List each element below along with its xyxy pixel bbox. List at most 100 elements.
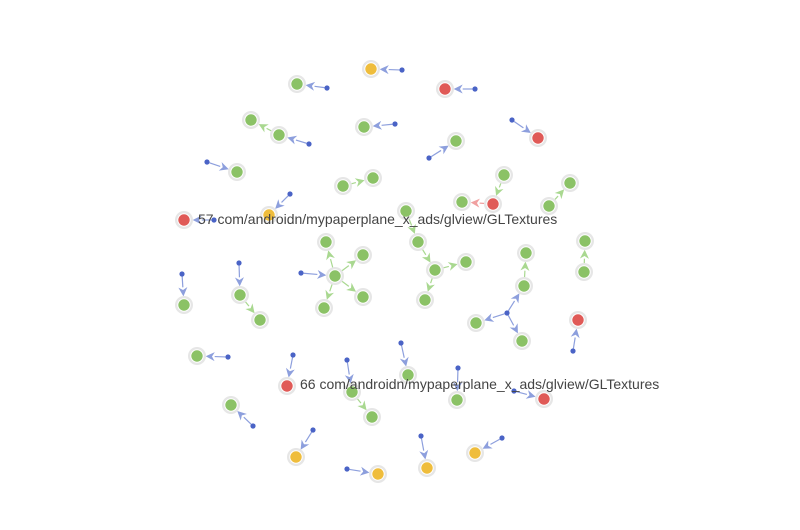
graph-node-small[interactable] [504,310,510,316]
node-dot [225,354,231,360]
graph-node-small[interactable] [399,67,405,73]
graph-node-green[interactable] [447,132,465,150]
graph-node-green[interactable] [188,347,206,365]
graph-node-small[interactable] [398,340,404,346]
node-dot [542,199,556,213]
edge-a44s-a44 [453,370,463,392]
graph-node-small[interactable] [509,117,515,123]
graph-node-green[interactable] [175,296,193,314]
graph-node-small[interactable] [306,141,312,147]
graph-node-small[interactable] [344,357,350,363]
graph-node-small[interactable] [472,86,478,92]
graph-node-small[interactable] [344,466,350,472]
edge-line [507,300,516,312]
graph-node-green[interactable] [517,244,535,262]
graph-node-green[interactable] [561,174,579,192]
edge-a37s-a37 [178,276,188,297]
node-dot [317,301,331,315]
graph-node-green[interactable] [354,246,372,264]
graph-node-green[interactable] [515,277,533,295]
graph-node-small[interactable] [570,348,576,354]
graph-node-red[interactable] [484,195,502,213]
graph-node-yellow[interactable] [418,459,436,477]
graph-node-green[interactable] [576,232,594,250]
graph-node-small[interactable] [204,159,210,165]
graph-node-green[interactable] [467,314,485,332]
node-dot [459,255,473,269]
graph-node-yellow[interactable] [466,444,484,462]
graph-node-green[interactable] [399,366,417,384]
graph-node-yellow[interactable] [362,60,380,78]
graph-node-green[interactable] [364,169,382,187]
graph-node-green[interactable] [513,332,531,350]
graph-node-green[interactable] [540,197,558,215]
graph-node-green[interactable] [231,286,249,304]
graph-node-small[interactable] [287,191,293,197]
graph-node-green[interactable] [251,311,269,329]
graph-node-red[interactable] [436,80,454,98]
graph-node-small[interactable] [392,121,398,127]
graph-node-green[interactable] [354,288,372,306]
graph-node-green[interactable] [343,383,361,401]
graph-node-green[interactable] [409,233,427,251]
graph-node-green[interactable] [416,291,434,309]
edge-line [572,337,576,349]
node-dot [306,141,312,147]
node-dot [426,155,432,161]
edge-a50s-a50 [349,466,370,476]
graph-node-green[interactable] [575,263,593,281]
graph-node-small[interactable] [324,85,330,91]
graph-node-yellow[interactable] [287,448,305,466]
graph-node-green[interactable] [363,408,381,426]
edge-a39s-a39 [205,352,226,362]
node-dot [230,165,244,179]
graph-node-green[interactable] [270,126,288,144]
graph-node-small[interactable] [426,155,432,161]
edge-arrowhead [399,356,409,367]
edge-line [303,272,318,276]
graph-node-small[interactable] [250,423,256,429]
graph-node-small[interactable] [236,260,242,266]
graph-node-small[interactable] [290,352,296,358]
graph-node-green[interactable] [334,177,352,195]
graph-node-small[interactable] [298,270,304,276]
graph-node-green[interactable] [222,396,240,414]
graph-node-small[interactable] [179,271,185,277]
graph-node-green[interactable] [355,118,373,136]
node-dot [356,248,370,262]
graph-node-green[interactable] [397,202,415,220]
graph-node-green[interactable] [228,163,246,181]
edge-a33s-a34 [507,315,518,334]
graph-node-green[interactable] [453,193,471,211]
graph-node-green[interactable] [242,111,260,129]
graph-node-small[interactable] [455,365,461,371]
graph-node-green[interactable] [317,233,335,251]
graph-node-green[interactable] [315,299,333,317]
graph-node-green[interactable] [495,166,513,184]
node-dot [289,450,303,464]
graph-node-small[interactable] [499,435,505,441]
edge-arrowhead [407,223,416,234]
graph-node-small[interactable] [418,433,424,439]
graph-node-green[interactable] [457,253,475,271]
graph-node-green[interactable] [426,261,444,279]
edge-line [314,85,325,89]
graph-node-green[interactable] [326,267,344,285]
graph-node-yellow[interactable] [369,465,387,483]
node-dot [365,410,379,424]
graph-node-red[interactable] [175,211,193,229]
node-dot [319,235,333,249]
graph-node-red[interactable] [569,311,587,329]
graph-node-red[interactable] [535,390,553,408]
graph-node-green[interactable] [448,391,466,409]
graph-node-red[interactable] [529,129,547,147]
graph-node-small[interactable] [211,217,217,223]
edge-arrowhead [357,400,367,411]
graph-node-small[interactable] [310,427,316,433]
node-dot [504,310,510,316]
graph-node-small[interactable] [225,354,231,360]
graph-node-yellow[interactable] [260,206,278,224]
graph-node-green[interactable] [288,75,306,93]
graph-node-red[interactable] [278,377,296,395]
graph-node-small[interactable] [511,388,517,394]
